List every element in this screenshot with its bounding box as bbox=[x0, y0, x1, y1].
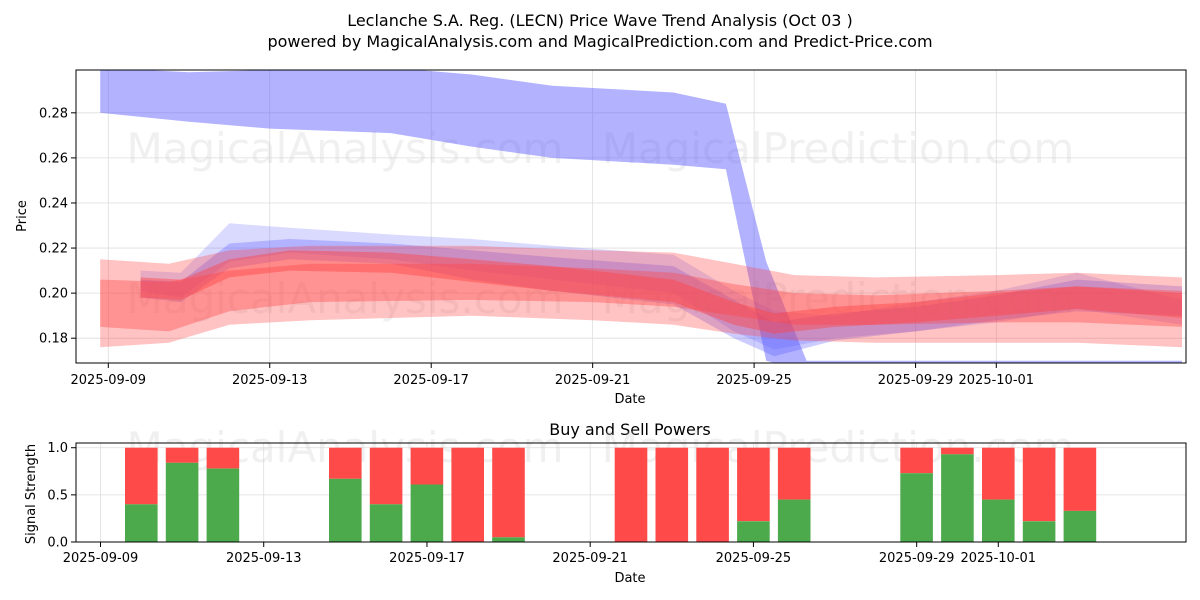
price-y-tick-label: 0.24 bbox=[39, 196, 68, 211]
buy-bar bbox=[329, 478, 362, 542]
price-band-red-wide bbox=[100, 245, 1183, 348]
buy-bar bbox=[737, 521, 770, 542]
sell-bar bbox=[125, 447, 158, 505]
price-y-axis-label: Price bbox=[15, 200, 30, 232]
chart-subtitle: powered by MagicalAnalysis.com and Magic… bbox=[267, 32, 932, 51]
sell-bar bbox=[900, 447, 933, 474]
sell-bar bbox=[451, 447, 484, 542]
chart-title: Leclanche S.A. Reg. (LECN) Price Wave Tr… bbox=[347, 11, 853, 30]
price-x-tick-label: 2025-09-29 bbox=[878, 373, 954, 388]
buy-bar bbox=[1022, 521, 1056, 542]
buy-bar bbox=[369, 504, 403, 542]
buy-bar bbox=[125, 504, 158, 542]
buy-bar bbox=[941, 454, 974, 542]
signal-x-tick-label: 2025-09-13 bbox=[226, 551, 302, 566]
price-band-red-mid bbox=[100, 263, 1183, 332]
sell-bar bbox=[655, 447, 689, 542]
price-y-tick-label: 0.26 bbox=[39, 151, 68, 166]
sell-bar bbox=[982, 447, 1015, 500]
buy-bar bbox=[206, 468, 240, 542]
price-x-tick-label: 2025-09-25 bbox=[716, 373, 792, 388]
watermark-prediction: MagicalPrediction.com bbox=[602, 274, 1075, 323]
sell-bar bbox=[165, 447, 199, 463]
buy-bar bbox=[777, 499, 811, 542]
price-x-tick-label: 2025-09-17 bbox=[393, 373, 469, 388]
price-panel: MagicalAnalysis.com MagicalPrediction.co… bbox=[15, 69, 1187, 407]
sell-bar bbox=[941, 447, 974, 455]
price-band-group bbox=[100, 70, 1183, 363]
buy-bar bbox=[492, 537, 525, 542]
price-y-tick-label: 0.18 bbox=[39, 332, 68, 347]
watermark-analysis: MagicalAnalysis.com bbox=[127, 124, 564, 173]
sell-bar bbox=[777, 447, 811, 500]
signal-axes: 2025-09-09 2025-09-13 2025-09-17 2025-09-21… bbox=[47, 441, 1187, 566]
sell-bar bbox=[410, 447, 444, 485]
sell-bar bbox=[614, 447, 648, 542]
signal-x-tick-label: 2025-09-29 bbox=[879, 551, 955, 566]
price-x-tick-label: 2025-09-13 bbox=[232, 373, 308, 388]
price-y-tick-label: 0.22 bbox=[39, 242, 68, 257]
price-axes: 2025-09-09 2025-09-13 2025-09-17 2025-09-21… bbox=[39, 69, 1187, 388]
price-y-tick-label: 0.20 bbox=[39, 287, 68, 302]
watermark-prediction: MagicalPrediction.com bbox=[602, 124, 1075, 173]
sell-bar bbox=[737, 447, 770, 522]
price-watermarks: MagicalAnalysis.com MagicalPrediction.co… bbox=[127, 124, 1075, 323]
sell-bar bbox=[1063, 447, 1097, 511]
signal-x-tick-label: 2025-09-09 bbox=[63, 551, 139, 566]
signal-y-tick-label: 0.0 bbox=[47, 536, 68, 551]
price-band-blue-fan-2 bbox=[140, 239, 1183, 357]
signal-plot-frame bbox=[75, 442, 1187, 543]
buy-bar bbox=[900, 473, 933, 542]
price-x-tick-label: 2025-10-01 bbox=[959, 373, 1035, 388]
sell-bar bbox=[329, 447, 362, 479]
watermark-analysis: MagicalAnalysis.com bbox=[127, 274, 564, 323]
signal-panel: Buy and Sell Powers MagicalAnalysis.com … bbox=[24, 420, 1187, 586]
signal-y-axis-label: Signal Strength bbox=[24, 444, 39, 544]
signal-x-tick-label: 2025-10-01 bbox=[960, 551, 1036, 566]
buy-bar bbox=[410, 484, 444, 542]
price-band-red-core bbox=[140, 250, 1183, 334]
sell-bar bbox=[492, 447, 525, 538]
signal-x-axis-label: Date bbox=[614, 571, 645, 586]
sell-bar bbox=[696, 447, 729, 542]
signal-bars bbox=[125, 447, 1097, 542]
sell-bar bbox=[206, 447, 240, 469]
buy-bar bbox=[982, 499, 1015, 542]
price-x-axis-label: Date bbox=[614, 392, 645, 407]
price-band-blue-fan-1 bbox=[140, 223, 1183, 350]
price-bands bbox=[100, 70, 1183, 363]
price-grid bbox=[76, 70, 1186, 363]
sell-bar bbox=[369, 447, 403, 505]
signal-y-tick-label: 1.0 bbox=[47, 441, 68, 456]
sell-bar bbox=[1022, 447, 1056, 522]
price-x-tick-label: 2025-09-21 bbox=[555, 373, 631, 388]
signal-x-tick-label: 2025-09-17 bbox=[389, 551, 465, 566]
price-y-tick-label: 0.28 bbox=[39, 106, 68, 121]
signal-y-tick-label: 0.5 bbox=[47, 488, 68, 503]
buy-bar bbox=[165, 462, 199, 542]
signal-x-tick-label: 2025-09-25 bbox=[716, 551, 792, 566]
price-band-blue-upper bbox=[100, 70, 1182, 363]
signal-chart-title: Buy and Sell Powers bbox=[549, 420, 711, 439]
price-x-tick-label: 2025-09-09 bbox=[71, 373, 147, 388]
buy-bar bbox=[1063, 510, 1097, 542]
price-plot-frame bbox=[75, 69, 1187, 364]
signal-x-tick-label: 2025-09-21 bbox=[552, 551, 628, 566]
